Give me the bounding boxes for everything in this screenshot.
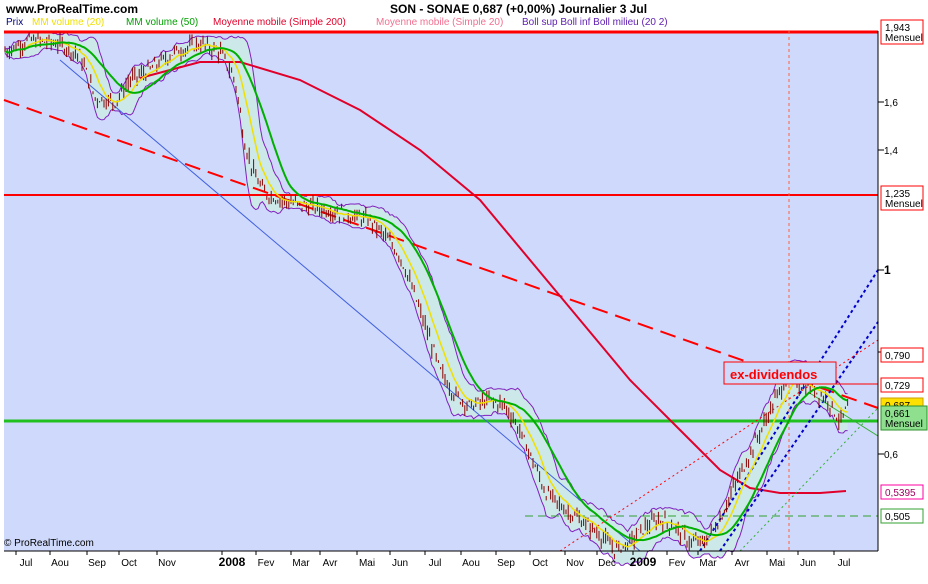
mm20-line: [4, 38, 848, 548]
x-tick-label: Mar: [699, 558, 717, 569]
uptrend-blue-1: [699, 269, 879, 552]
legend-mm50: MM volume (50): [126, 17, 199, 28]
price-tag-value: 0,505: [885, 512, 910, 523]
x-tick-label: Aou: [462, 558, 480, 569]
x-tick-label: Oct: [532, 558, 548, 569]
x-tick-label: Jul: [429, 558, 442, 569]
mm50-line: [4, 41, 848, 542]
long-diagonal-line: [59, 59, 641, 552]
legend-boll: Boll sup Boll inf Boll milieu (20 2): [522, 17, 668, 28]
x-tick-label: Dec: [598, 558, 616, 569]
x-tick-label: Jun: [392, 558, 408, 569]
x-tick-label: Jul: [838, 558, 851, 569]
x-tick-label: Nov: [158, 558, 176, 569]
x-tick-label: Avr: [323, 558, 338, 569]
x-tick-label: 2009: [630, 555, 657, 569]
bollinger-upper: [4, 31, 848, 533]
x-tick-label: Jul: [20, 558, 33, 569]
x-tick-label: Mai: [359, 558, 375, 569]
uptrend-blue-2: [719, 321, 879, 552]
legend-mm20b: Moyenne mobile (Simple 20): [376, 17, 504, 28]
price-tag: [880, 484, 924, 500]
price-tag-value: 0,661: [885, 409, 910, 420]
price-tag: [880, 185, 924, 211]
plot-area: [4, 31, 878, 551]
x-tick-label: 2008: [219, 555, 246, 569]
legend-mm20: MM volume (20): [32, 17, 105, 28]
price-tag-value: 0,729: [885, 381, 910, 392]
copyright: © ProRealTime.com: [4, 538, 94, 549]
x-tick-label: Aou: [51, 558, 69, 569]
y-tick-label: 1: [884, 263, 891, 277]
title-bar: www.ProRealTime.com SON - SONAE 0,687 (+…: [0, 0, 928, 18]
price-tag: [880, 405, 928, 431]
x-tick-label: Sep: [88, 558, 106, 569]
bollinger-lower: [4, 47, 848, 567]
uptrend-green-dotted: [739, 407, 879, 552]
price-tag: [880, 508, 924, 524]
price-tag-value: 1,235: [885, 189, 910, 200]
mm200-line: [139, 61, 847, 494]
x-tick-label: Mar: [292, 558, 310, 569]
price-tag: [880, 347, 924, 363]
price-tag: [880, 377, 924, 393]
legend: Prix MM volume (20) MM volume (50) Moyen…: [4, 17, 878, 31]
x-tick-label: Fev: [258, 558, 275, 569]
downtrend-line: [3, 99, 879, 409]
uptrend-red-dotted: [559, 339, 879, 552]
y-tick-label: 0,6: [884, 450, 898, 461]
ticker-line: SON - SONAE 0,687 (+0,00%) Journalier 3 …: [390, 2, 648, 16]
x-tick-label: Oct: [121, 558, 137, 569]
price-tag-sub: Mensuel: [885, 199, 923, 210]
x-tick-label: Fev: [669, 558, 686, 569]
site-name: www.ProRealTime.com: [6, 2, 139, 16]
price-tag-value: 0,790: [885, 351, 910, 362]
x-tick-label: Avr: [735, 558, 750, 569]
price-tag-value: 0,5395: [885, 488, 916, 499]
price-tag-sub: Mensuel: [885, 33, 923, 44]
bollinger-fill: [5, 32, 848, 566]
x-tick-label: Jun: [800, 558, 816, 569]
y-tick-label: 1,4: [884, 146, 898, 157]
annotation-box: [723, 361, 837, 385]
price-tag-sub: Mensuel: [885, 419, 923, 430]
annotation-text: ex-dividendos: [730, 367, 817, 382]
x-tick-label: Sep: [497, 558, 515, 569]
legend-prix: Prix: [6, 17, 24, 28]
legend-mm200: Moyenne mobile (Simple 200): [213, 17, 346, 28]
x-tick-label: Nov: [566, 558, 584, 569]
price-tag-value: 1,943: [885, 23, 910, 34]
price-tag: [880, 19, 924, 45]
y-tick-label: 1,6: [884, 98, 898, 109]
x-tick-label: Mai: [769, 558, 785, 569]
